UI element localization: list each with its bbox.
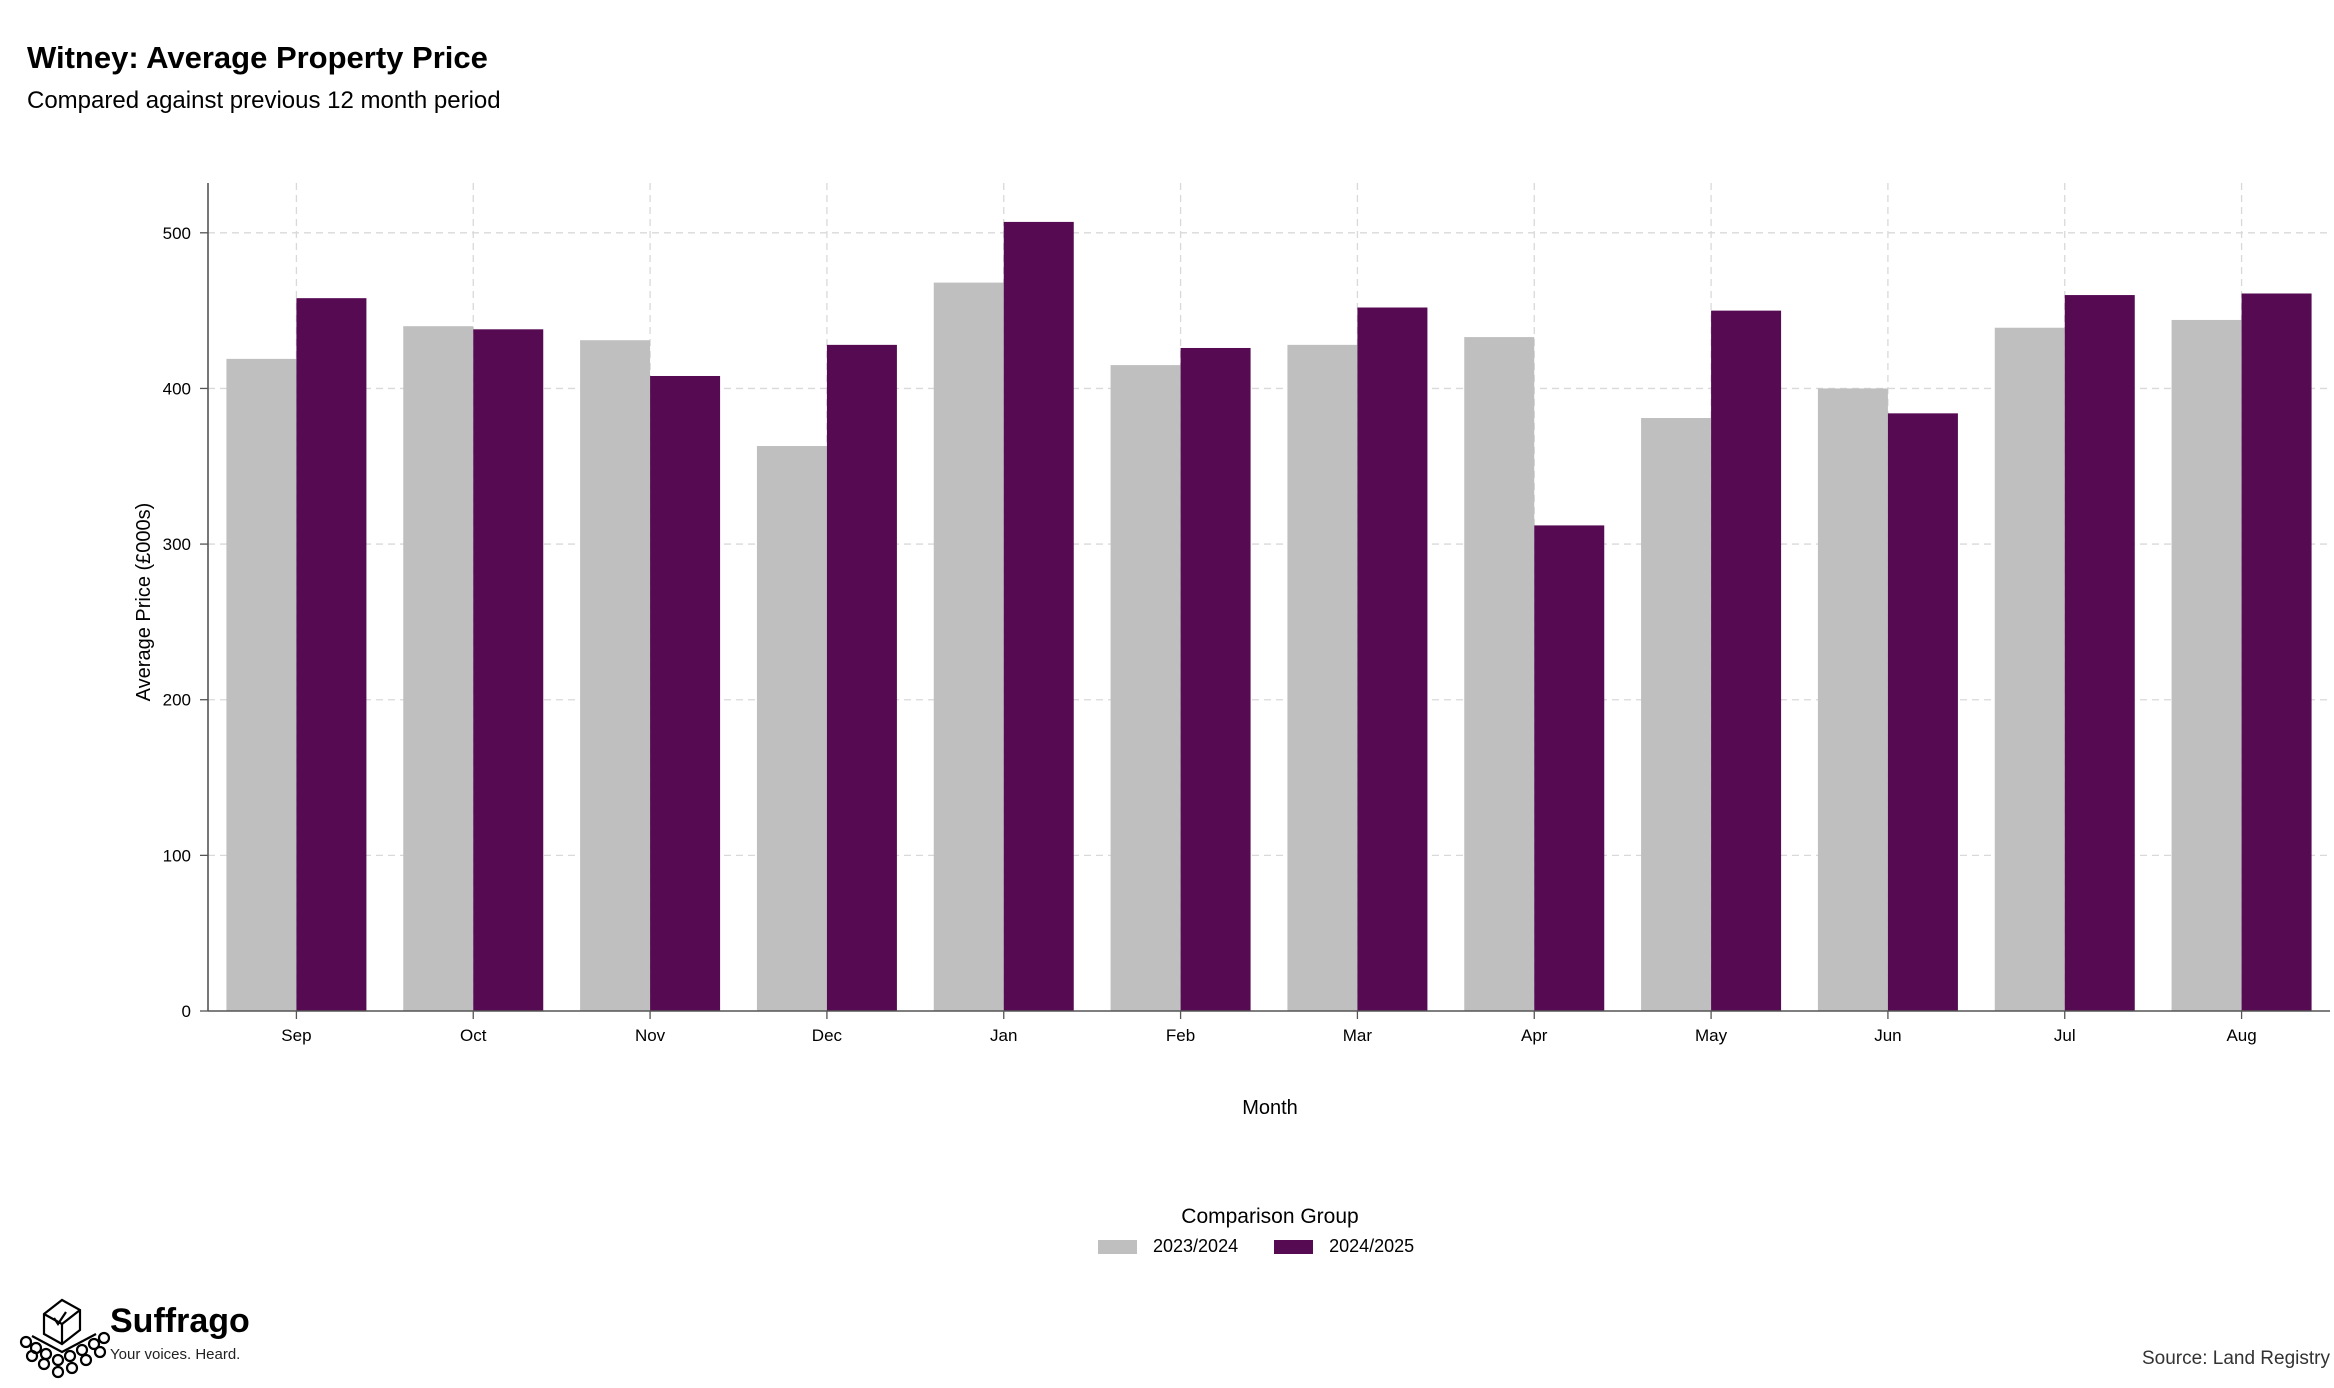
y-tick-label: 400 (163, 379, 191, 398)
x-axis-ticks: Sep Oct Nov Dec Jan Feb Mar Apr May Jun Jul Aug (281, 1026, 2256, 1045)
legend-swatch (1098, 1239, 1137, 1254)
x-tick-label: Dec (812, 1026, 843, 1045)
legend: 2023/2024 2024/2025 (1098, 1236, 1414, 1257)
axes (200, 183, 2330, 1019)
legend-label: 2023/2024 (1153, 1236, 1239, 1256)
brand-logo: Suffrago Your voices. Heard. (14, 1296, 250, 1380)
bar-2023-2024-jul (1994, 327, 2065, 1011)
y-tick-label: 500 (163, 224, 191, 243)
bar-2024-2025-oct (473, 329, 544, 1011)
y-tick-label: 100 (163, 846, 191, 865)
chart-title: Witney: Average Property Price (27, 40, 488, 75)
bar-2024-2025-jan (1003, 221, 1074, 1011)
y-axis-label: Average Price (£000s) (133, 503, 155, 702)
x-tick-label: Jun (1874, 1026, 1901, 1045)
bar-2023-2024-may (1641, 418, 1712, 1012)
x-tick-label: Oct (460, 1026, 487, 1045)
x-tick-label: Apr (1521, 1026, 1548, 1045)
y-tick-label: 0 (182, 1002, 191, 1021)
legend-title: Comparison Group (1181, 1205, 1359, 1228)
x-tick-label: Feb (1166, 1026, 1195, 1045)
bar-2023-2024-oct (403, 326, 474, 1011)
bar-2024-2025-sep (296, 298, 367, 1011)
source-note: Source: Land Registry (2142, 1348, 2330, 1369)
legend-item: 2023/2024 (1098, 1236, 1238, 1257)
bar-2024-2025-may (1711, 310, 1782, 1012)
x-axis-label: Month (1242, 1097, 1298, 1119)
bar-2023-2024-dec (756, 446, 827, 1011)
legend-swatch (1274, 1239, 1314, 1254)
x-tick-label: Sep (281, 1026, 311, 1045)
bar-2024-2025-nov (650, 375, 721, 1011)
ballot-box-icon (19, 1298, 110, 1379)
bar-2024-2025-jun (1887, 413, 1958, 1012)
bars (226, 221, 2312, 1012)
bar-2023-2024-sep (226, 358, 297, 1011)
brand-tagline: Your voices. Heard. (110, 1346, 241, 1363)
chart-subtitle: Compared against previous 12 month perio… (27, 87, 501, 114)
bar-2024-2025-mar (1357, 307, 1428, 1011)
bar-2024-2025-feb (1180, 347, 1251, 1012)
bar-2024-2025-dec (826, 344, 897, 1012)
x-tick-label: May (1695, 1026, 1728, 1045)
brand-name: Suffrago (110, 1302, 250, 1340)
bar-2023-2024-feb (1110, 365, 1181, 1011)
y-axis-ticks: 0 100 200 300 400 500 (163, 224, 191, 1021)
bar-2024-2025-jul (2064, 295, 2135, 1011)
bar-2023-2024-jun (1817, 388, 1888, 1011)
y-tick-label: 300 (163, 535, 191, 554)
bar-2023-2024-mar (1287, 344, 1358, 1012)
bar-2023-2024-aug (2171, 319, 2242, 1011)
x-tick-label: Jul (2054, 1026, 2076, 1045)
x-tick-label: Jan (990, 1026, 1017, 1045)
x-tick-label: Aug (2226, 1026, 2256, 1045)
bar-2023-2024-jan (933, 282, 1004, 1011)
bar-2023-2024-apr (1464, 337, 1535, 1011)
bar-2024-2025-apr (1534, 525, 1605, 1011)
bar-2024-2025-aug (2241, 293, 2312, 1011)
legend-item: 2024/2025 (1274, 1236, 1414, 1257)
bar-chart: 0 100 200 300 400 500 Sep Oct Nov Dec Jan Feb Mar Ap… (133, 183, 2330, 1119)
x-tick-label: Nov (635, 1026, 666, 1045)
y-tick-label: 200 (163, 691, 191, 710)
x-tick-label: Mar (1343, 1026, 1373, 1045)
bar-2023-2024-nov (580, 340, 651, 1011)
legend-label: 2024/2025 (1329, 1236, 1415, 1256)
